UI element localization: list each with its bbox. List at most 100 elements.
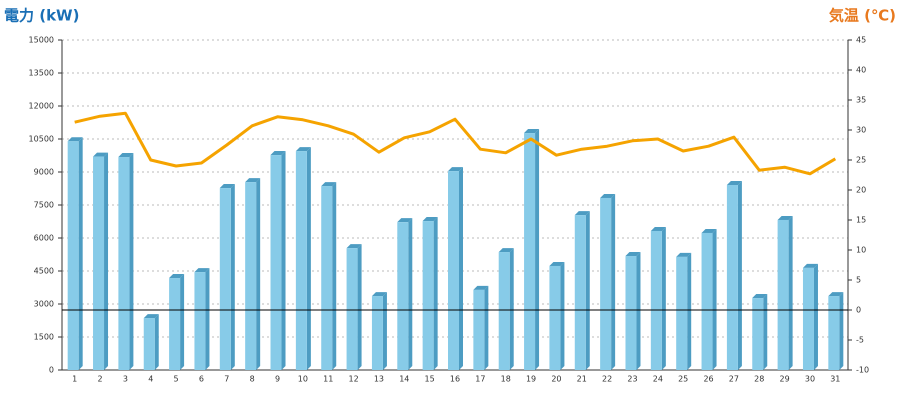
bar-top	[448, 167, 463, 172]
bar-front	[194, 272, 206, 370]
bar-top	[726, 180, 742, 185]
bar-front	[397, 222, 409, 370]
x-tick-label: 15	[425, 375, 435, 384]
bar-top	[549, 261, 565, 266]
bar-front	[802, 267, 814, 370]
bar	[67, 137, 83, 370]
x-tick-label: 29	[780, 375, 790, 384]
bar-front	[295, 151, 307, 370]
bar	[245, 178, 261, 370]
bar-top	[194, 268, 210, 273]
x-tick-label: 10	[298, 375, 308, 384]
bar-side	[104, 152, 109, 370]
bar-side	[611, 193, 616, 370]
bar-top	[802, 263, 818, 268]
bar	[143, 314, 159, 370]
bar	[625, 252, 641, 370]
bar-side	[813, 263, 818, 370]
x-tick-label: 25	[678, 375, 688, 384]
bar-top	[321, 182, 337, 187]
bar	[295, 147, 311, 370]
x-tick-label: 27	[729, 375, 739, 384]
bar-top	[473, 285, 489, 290]
bar-top	[143, 314, 159, 319]
bar-front	[169, 278, 181, 370]
bar-top	[118, 153, 134, 158]
y-tick-label: 6000	[34, 234, 54, 243]
bar-front	[574, 215, 586, 370]
bar-top	[600, 193, 616, 198]
x-tick-label: 23	[627, 375, 637, 384]
x-tick-label: 26	[703, 375, 713, 384]
bar	[118, 153, 134, 370]
bar-top	[371, 292, 387, 297]
x-tick-label: 5	[174, 375, 179, 384]
y2-tick-label: 0	[856, 306, 861, 315]
bar-top	[422, 217, 438, 222]
bar-top	[752, 294, 768, 299]
bar	[473, 285, 489, 370]
bar-side	[357, 244, 362, 370]
bar-front	[524, 133, 536, 370]
y2-tick-label: 10	[856, 246, 866, 255]
y-tick-label: 10500	[29, 135, 54, 144]
bar-top	[701, 228, 717, 233]
y-tick-label: 4500	[34, 267, 54, 276]
x-tick-label: 21	[577, 375, 587, 384]
x-tick-label: 14	[399, 375, 409, 384]
bar-side	[636, 252, 641, 370]
bar-side	[154, 314, 159, 370]
bar-front	[93, 156, 105, 370]
bar-front	[650, 230, 662, 370]
bar-front	[701, 232, 713, 370]
bar-side	[661, 226, 666, 370]
bar-side	[763, 294, 768, 370]
x-tick-label: 9	[275, 375, 280, 384]
bar	[219, 184, 235, 370]
bar-side	[687, 252, 692, 370]
bar-top	[67, 137, 83, 142]
y-tick-label: 13500	[29, 69, 54, 78]
y2-tick-label: 35	[856, 96, 866, 105]
bar-side	[509, 248, 514, 370]
bar	[321, 182, 337, 370]
bar-side	[306, 147, 311, 370]
bar-front	[143, 318, 155, 370]
bar	[676, 252, 692, 370]
bar-side	[459, 167, 463, 370]
bar-side	[281, 151, 286, 370]
bar-front	[371, 296, 383, 370]
bar-front	[321, 186, 333, 370]
bar	[828, 292, 844, 370]
bar	[574, 211, 590, 370]
bar	[346, 244, 362, 370]
bar-top	[498, 248, 514, 253]
y2-tick-label: 40	[856, 66, 866, 75]
bar-front	[777, 219, 789, 370]
bar-top	[245, 178, 261, 183]
bar-side	[788, 215, 793, 370]
bar-front	[828, 296, 840, 370]
x-tick-label: 1	[72, 375, 77, 384]
bar-front	[752, 298, 764, 370]
x-tick-label: 3	[123, 375, 128, 384]
bar-side	[180, 274, 185, 370]
bar-side	[205, 268, 210, 370]
bar-side	[382, 292, 387, 370]
bar-side	[560, 261, 565, 370]
bar	[802, 263, 818, 370]
x-tick-label: 8	[250, 375, 255, 384]
bar-side	[256, 178, 261, 370]
x-tick-label: 2	[97, 375, 102, 384]
x-tick-label: 4	[148, 375, 153, 384]
bar-front	[219, 188, 231, 370]
bar-top	[93, 152, 109, 157]
y-axis-title: 電力 (kW)	[4, 7, 79, 25]
bar-front	[448, 171, 459, 370]
bar-front	[270, 155, 282, 370]
x-tick-label: 22	[602, 375, 612, 384]
bar-top	[295, 147, 311, 152]
bar	[549, 261, 565, 370]
bar	[169, 274, 185, 370]
bar	[93, 152, 109, 370]
